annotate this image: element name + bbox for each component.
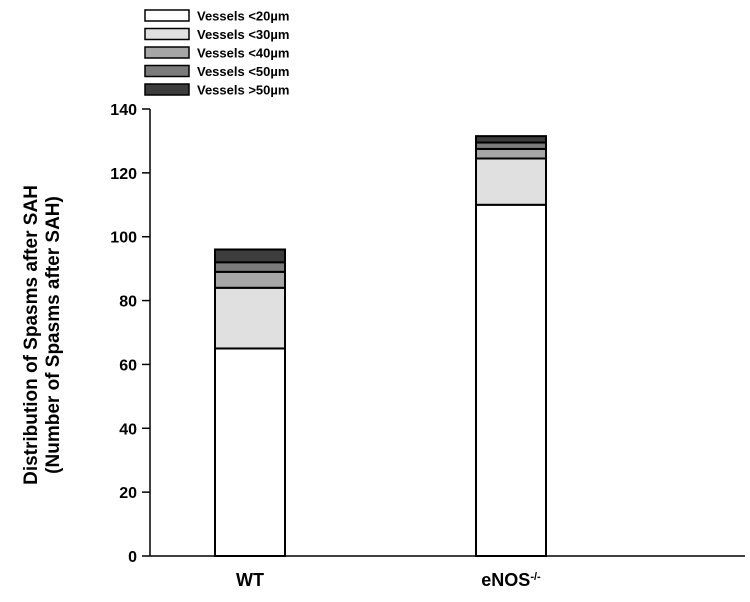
bar-segment <box>214 261 286 273</box>
legend-swatch <box>144 9 190 22</box>
bar-segment <box>214 270 286 289</box>
bar-segment <box>214 248 286 264</box>
y-tick-label: 80 <box>119 294 137 311</box>
y-axis-title-line2: (Number of Spasms after SAH) <box>43 196 64 474</box>
y-tick-label: 100 <box>110 230 137 247</box>
y-axis: 0 20 40 60 80 100 120 140 <box>110 102 151 566</box>
legend-label: Vessels <50µm <box>197 64 289 79</box>
bar-segment <box>214 347 286 558</box>
legend-swatch <box>144 46 190 59</box>
bar-segment <box>214 286 286 350</box>
legend-swatch <box>144 64 190 78</box>
legend-label: Vessels <40µm <box>197 46 289 61</box>
bar-segment <box>475 135 547 144</box>
y-axis-title: Distribution of Spasms after SAH (Number… <box>21 185 64 485</box>
y-tick-label: 120 <box>110 166 137 183</box>
x-axis: WT eNOS-/- <box>150 555 745 590</box>
legend: Vessels <20µm Vessels <30µm Vessels <40µm V… <box>144 9 289 98</box>
y-tick-label: 0 <box>128 549 137 566</box>
bar-segment <box>475 203 547 558</box>
bar-segment <box>475 147 547 160</box>
y-axis-title-line1: Distribution of Spasms after SAH <box>21 185 42 485</box>
y-tick-label: 20 <box>119 485 137 502</box>
legend-label: Vessels <30µm <box>197 27 289 42</box>
y-tick-label: 40 <box>119 421 137 438</box>
x-tick-label: WT <box>236 570 264 590</box>
x-tick-label: eNOS-/- <box>481 570 541 590</box>
y-tick-label: 60 <box>119 357 137 374</box>
legend-swatch <box>144 27 190 41</box>
bar-segment <box>475 157 547 206</box>
y-tick-label: 140 <box>110 102 137 119</box>
legend-label: Vessels <20µm <box>197 9 289 24</box>
bars <box>214 135 547 558</box>
legend-swatch <box>144 83 190 96</box>
legend-label: Vessels >50µm <box>197 83 289 98</box>
